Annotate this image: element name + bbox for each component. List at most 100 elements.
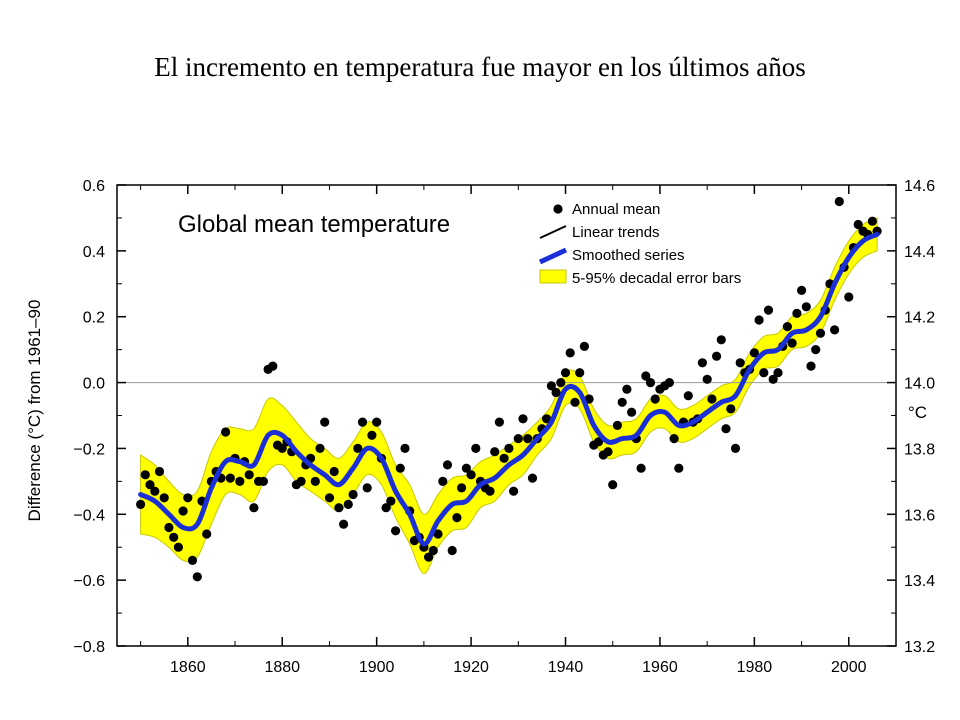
y-tick-label: −0.8	[73, 639, 105, 656]
y-tick-label: −0.2	[73, 441, 105, 458]
annual-mean-point	[499, 453, 509, 463]
annual-mean-point	[546, 381, 557, 391]
annual-mean-point	[726, 404, 736, 414]
annual-mean-point	[504, 443, 514, 453]
plot-frame	[116, 184, 897, 647]
annual-mean-point	[471, 443, 481, 453]
x-tick-label: 1860	[170, 659, 206, 676]
annual-mean-point	[763, 305, 774, 315]
x-tick-label: 1940	[548, 659, 584, 676]
annual-mean-point	[249, 503, 259, 513]
annual-mean-point	[527, 473, 538, 483]
y2-tick-label: 13.6	[904, 507, 935, 524]
annual-mean-point	[357, 417, 368, 427]
annual-mean-point	[433, 529, 443, 539]
annual-mean-point	[140, 470, 150, 480]
error-band-layer	[140, 217, 878, 575]
legend-label: Annual mean	[572, 201, 660, 218]
y-axis-label: Difference (°C) from 1961–90	[25, 300, 44, 522]
annual-mean-point	[169, 532, 179, 542]
annual-mean-point	[721, 424, 731, 434]
annual-mean-point	[674, 463, 684, 473]
annual-mean-point	[579, 341, 590, 351]
annual-mean-point	[575, 368, 585, 378]
slide-title: El incremento en temperatura fue mayor e…	[154, 52, 806, 82]
annual-mean-point	[612, 420, 623, 430]
annual-mean-point	[636, 463, 646, 473]
annual-mean-point	[627, 407, 637, 417]
annual-mean-point	[187, 555, 198, 566]
x-tick-label: 2000	[831, 659, 867, 676]
annual-mean-point	[339, 519, 349, 529]
legend-swatch-error-bars	[539, 269, 567, 284]
y2-unit-label: °C	[908, 403, 927, 422]
annual-mean-point	[277, 443, 287, 453]
annual-mean-point	[570, 397, 580, 407]
y2-tick-label: 14.4	[904, 244, 935, 261]
annual-mean-point	[334, 503, 344, 513]
annual-mean-point	[806, 361, 816, 371]
annual-mean-point	[683, 391, 693, 401]
annual-mean-point	[735, 358, 745, 368]
x-tick-label: 1920	[453, 659, 489, 676]
annual-mean-point	[645, 378, 656, 388]
annual-mean-point	[697, 358, 708, 368]
y-tick-label: 0.6	[83, 178, 105, 195]
annual-mean-point	[324, 493, 335, 503]
legend-swatch-linear-trends	[539, 225, 567, 239]
annual-mean-point	[815, 328, 826, 338]
annual-mean-point	[730, 443, 741, 453]
y2-tick-label: 13.8	[904, 441, 935, 458]
annual-mean-point	[787, 338, 797, 348]
legend-label: Linear trends	[572, 224, 660, 241]
annual-mean-point	[424, 552, 434, 562]
annual-mean-point	[244, 470, 254, 480]
annual-mean-point	[353, 443, 363, 453]
annual-mean-point	[192, 572, 202, 582]
annual-mean-point	[702, 374, 712, 384]
chart-inner-title: Global mean temperature	[178, 211, 450, 238]
x-tick-label: 1880	[264, 659, 300, 676]
y-tick-label: −0.6	[73, 573, 105, 590]
annual-mean-point	[792, 308, 802, 318]
annual-mean-point	[565, 348, 575, 358]
annual-mean-point	[768, 374, 778, 384]
plot-border	[116, 184, 897, 647]
legend-label: Smoothed series	[572, 247, 685, 264]
annual-mean-point	[221, 427, 231, 437]
annual-mean-point	[173, 542, 183, 552]
annual-mean-points	[136, 196, 882, 582]
annual-mean-point	[154, 466, 165, 477]
annual-mean-point	[716, 335, 726, 345]
axes: 1860 1880 1900 1920 1940 1960 1980 2000 0.6 0.4 0.…	[73, 178, 935, 676]
annual-mean-point	[556, 378, 566, 388]
annual-mean-point	[867, 216, 878, 226]
annual-mean-point	[381, 503, 391, 513]
annual-mean-point	[164, 522, 174, 533]
legend-label: 5-95% decadal error bars	[572, 270, 741, 287]
x-tick-label: 1980	[737, 659, 773, 676]
annual-mean-point	[183, 493, 193, 503]
annual-mean-point	[362, 483, 372, 493]
x-tick-label: 1900	[359, 659, 395, 676]
annual-mean-point	[466, 470, 476, 480]
y2-tick-label: 14.6	[904, 178, 935, 195]
annual-mean-point	[258, 476, 268, 486]
annual-mean-point	[145, 480, 155, 490]
annual-mean-point	[438, 476, 448, 486]
annual-mean-point	[428, 545, 438, 556]
annual-mean-point	[178, 506, 188, 516]
annual-mean-point	[150, 486, 160, 496]
legend-swatch-annual-mean	[553, 204, 563, 214]
annual-mean-point	[551, 387, 561, 398]
annual-mean-point	[343, 499, 353, 509]
annual-mean-point	[712, 351, 722, 361]
annual-mean-point	[853, 219, 863, 230]
annual-mean-point	[773, 368, 783, 378]
annual-mean-point	[372, 417, 382, 427]
annual-mean-point	[386, 496, 396, 506]
smoothed-series-layer	[138, 231, 880, 547]
annual-mean-point	[400, 443, 410, 453]
annual-mean-point	[235, 476, 245, 486]
